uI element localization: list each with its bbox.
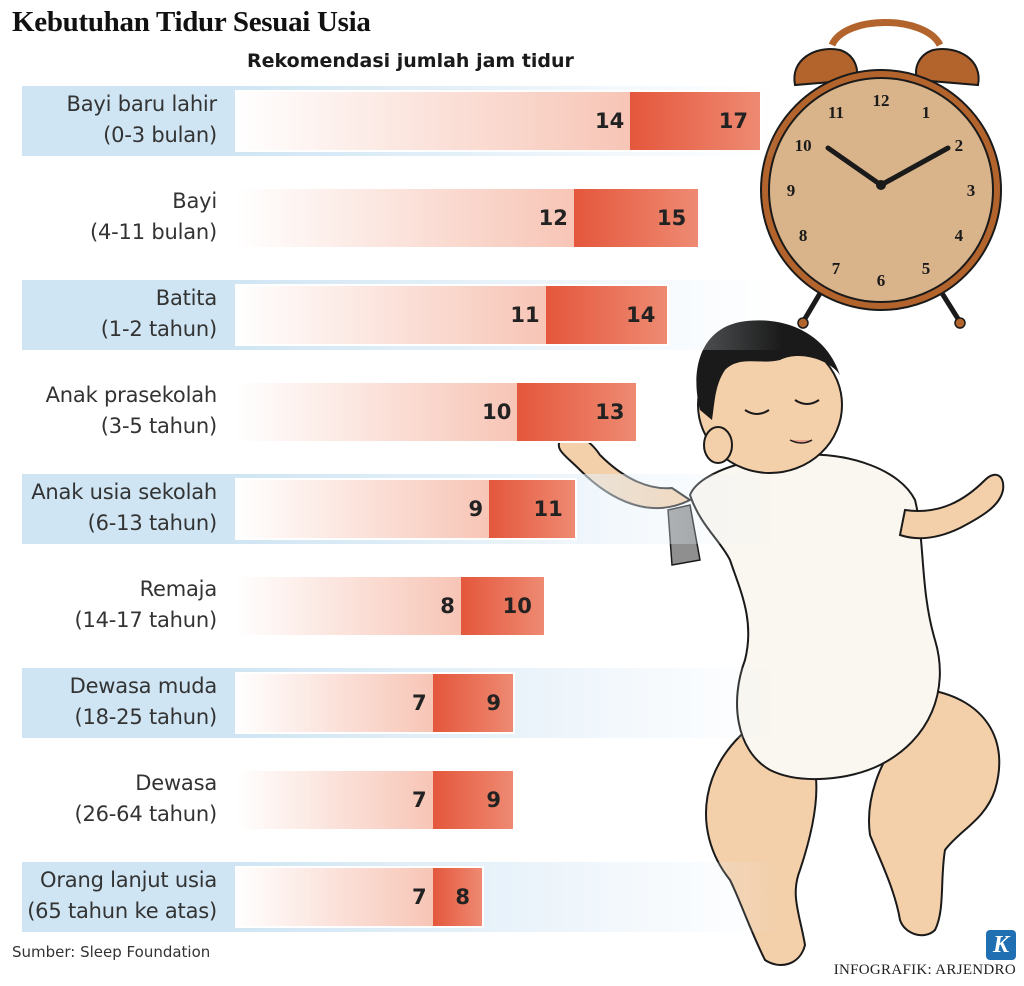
max-hours-label: 10 [502, 594, 532, 618]
min-hours-label: 14 [595, 109, 625, 133]
chart-row: Dewasa (26-64 tahun) 7 9 [22, 765, 1022, 835]
clock-number: 5 [922, 259, 931, 278]
clock-number: 1 [922, 103, 931, 122]
category-label: Remaja (14-17 tahun) [0, 574, 217, 636]
min-hours-label: 7 [412, 788, 427, 812]
bar-min-segment [235, 286, 546, 344]
min-hours-label: 10 [482, 400, 512, 424]
clock-number: 2 [955, 136, 964, 155]
bar-range-segment [545, 286, 668, 344]
category-name: Bayi baru lahir [66, 92, 217, 116]
category-range: (3-5 tahun) [100, 414, 217, 438]
min-hours-label: 12 [538, 206, 568, 230]
max-hours-label: 14 [626, 303, 656, 327]
category-name: Anak prasekolah [45, 383, 218, 407]
min-hours-label: 11 [510, 303, 540, 327]
chart-row: Remaja (14-17 tahun) 8 10 [22, 571, 1022, 641]
category-range: (65 tahun ke atas) [27, 899, 217, 923]
category-name: Remaja [139, 577, 218, 601]
max-hours-label: 8 [455, 885, 471, 909]
category-range: (26-64 tahun) [74, 802, 217, 826]
chart-rows: Bayi baru lahir (0-3 bulan) 14 17 Bayi (4-11 … [22, 86, 1024, 936]
category-name: Batita [155, 286, 217, 310]
bar-range-segment [489, 480, 575, 538]
min-hours-label: 9 [468, 497, 484, 521]
category-label: Anak prasekolah (3-5 tahun) [0, 380, 218, 442]
chart-row: Bayi (4-11 bulan) 12 15 [22, 183, 1022, 253]
min-hours-label: 7 [412, 885, 427, 909]
max-hours-label: 9 [486, 691, 501, 715]
min-hours-label: 7 [412, 691, 427, 715]
chart-row: Dewasa muda (18-25 tahun) 7 9 [22, 668, 1022, 738]
bar-min-segment [235, 480, 490, 538]
bar-min-segment [235, 383, 518, 441]
clock-number: 4 [955, 226, 964, 245]
clock-number: 10 [795, 136, 812, 155]
category-label: Batita (1-2 tahun) [0, 283, 217, 345]
chart-row: Orang lanjut usia (65 tahun ke atas) 7 8 [22, 862, 1022, 932]
bar-range-segment [432, 771, 513, 829]
bar-range-segment [432, 868, 483, 926]
clock-number: 6 [877, 271, 886, 290]
bar-min-segment [235, 771, 433, 829]
category-label: Dewasa muda (18-25 tahun) [0, 671, 218, 733]
category-range: (14-17 tahun) [74, 608, 217, 632]
category-label: Anak usia sekolah (6-13 tahun) [0, 477, 217, 539]
clock-number: 11 [828, 103, 844, 122]
category-range: (18-25 tahun) [74, 705, 217, 729]
clock-number: 7 [832, 259, 841, 278]
bar-min-segment [235, 868, 433, 926]
category-range: (6-13 tahun) [87, 511, 218, 535]
category-name: Anak usia sekolah [31, 480, 217, 504]
clock-number: 12 [873, 91, 890, 110]
category-label: Dewasa (26-64 tahun) [0, 768, 217, 830]
chart-row: Anak prasekolah (3-5 tahun) 10 13 [22, 377, 1022, 447]
clock-number: 3 [967, 181, 976, 200]
bar-range-segment [573, 189, 699, 247]
chart-row: Batita (1-2 tahun) 11 14 [22, 280, 1022, 350]
bar-range-segment [460, 577, 544, 635]
category-label: Bayi baru lahir (0-3 bulan) [0, 89, 217, 151]
category-label: Orang lanjut usia (65 tahun ke atas) [0, 865, 217, 927]
clock-number: 9 [787, 181, 796, 200]
bar-min-segment [235, 189, 574, 247]
category-range: (1-2 tahun) [100, 317, 217, 341]
chart-subtitle: Rekomendasi jumlah jam tidur [247, 50, 574, 72]
bar-min-segment [235, 92, 631, 150]
kompas-logo: K [986, 930, 1016, 960]
max-hours-label: 17 [718, 109, 748, 133]
min-hours-label: 8 [440, 594, 455, 618]
max-hours-label: 15 [657, 206, 687, 230]
category-name: Orang lanjut usia [40, 868, 217, 892]
category-range: (0-3 bulan) [103, 123, 217, 147]
category-label: Bayi (4-11 bulan) [0, 186, 217, 248]
chart-row: Anak usia sekolah (6-13 tahun) 9 11 [22, 474, 1022, 544]
chart-row: Bayi baru lahir (0-3 bulan) 14 17 [22, 86, 1022, 156]
category-range: (4-11 bulan) [90, 220, 217, 244]
category-name: Dewasa [135, 771, 217, 795]
bar-range-segment [432, 674, 513, 732]
source-note: Sumber: Sleep Foundation [12, 943, 211, 961]
bar-range-segment [630, 92, 760, 150]
max-hours-label: 11 [533, 497, 563, 521]
bar-min-segment [235, 577, 461, 635]
max-hours-label: 13 [595, 400, 625, 424]
category-name: Bayi [172, 189, 217, 213]
clock-number: 8 [799, 226, 808, 245]
chart-title: Kebutuhan Tidur Sesuai Usia [12, 6, 371, 38]
bar-min-segment [235, 674, 433, 732]
credit-note: INFOGRAFIK: ARJENDRO [833, 962, 1016, 978]
max-hours-label: 9 [486, 788, 501, 812]
category-name: Dewasa muda [69, 674, 218, 698]
bar-range-segment [517, 383, 637, 441]
